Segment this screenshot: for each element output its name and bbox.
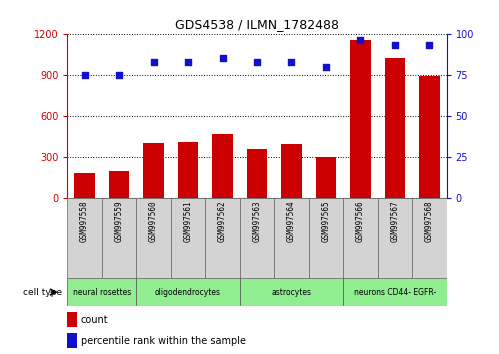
Bar xyxy=(212,134,233,198)
Text: count: count xyxy=(81,315,108,325)
Point xyxy=(391,42,399,48)
Text: neurons CD44- EGFR-: neurons CD44- EGFR- xyxy=(354,287,436,297)
Text: GSM997565: GSM997565 xyxy=(321,201,330,242)
Text: GSM997568: GSM997568 xyxy=(425,201,434,242)
Text: astrocytes: astrocytes xyxy=(271,287,311,297)
Text: GSM997567: GSM997567 xyxy=(390,201,399,242)
Point xyxy=(425,42,433,48)
Bar xyxy=(67,312,77,327)
Bar xyxy=(240,198,274,278)
Text: GSM997564: GSM997564 xyxy=(287,201,296,242)
Text: cell type: cell type xyxy=(23,287,62,297)
Bar xyxy=(247,149,267,198)
Bar xyxy=(171,198,205,278)
Bar xyxy=(281,144,302,198)
Bar xyxy=(419,76,440,198)
Bar xyxy=(178,142,199,198)
Text: GSM997560: GSM997560 xyxy=(149,201,158,242)
Text: GSM997561: GSM997561 xyxy=(184,201,193,242)
Bar xyxy=(136,198,171,278)
Point xyxy=(322,64,330,69)
Text: GSM997558: GSM997558 xyxy=(80,201,89,242)
Bar xyxy=(385,58,405,198)
Bar xyxy=(205,198,240,278)
Point xyxy=(150,59,158,64)
Point xyxy=(81,72,89,78)
Text: GSM997559: GSM997559 xyxy=(115,201,124,242)
Bar xyxy=(412,198,447,278)
Point xyxy=(253,59,261,64)
Bar xyxy=(240,278,343,306)
Point xyxy=(287,59,295,64)
Title: GDS4538 / ILMN_1782488: GDS4538 / ILMN_1782488 xyxy=(175,18,339,31)
Point xyxy=(219,56,227,61)
Bar xyxy=(350,40,371,198)
Bar xyxy=(309,198,343,278)
Bar xyxy=(274,198,309,278)
Bar xyxy=(343,278,447,306)
Bar xyxy=(74,173,95,198)
Text: GSM997563: GSM997563 xyxy=(252,201,261,242)
Point xyxy=(356,38,364,43)
Text: neural rosettes: neural rosettes xyxy=(73,287,131,297)
Text: percentile rank within the sample: percentile rank within the sample xyxy=(81,336,246,346)
Text: GSM997562: GSM997562 xyxy=(218,201,227,242)
Point xyxy=(184,59,192,64)
Bar xyxy=(67,278,136,306)
Text: oligodendrocytes: oligodendrocytes xyxy=(155,287,221,297)
Bar xyxy=(67,333,77,348)
Text: GSM997566: GSM997566 xyxy=(356,201,365,242)
Bar xyxy=(315,157,336,198)
Bar xyxy=(143,143,164,198)
Point xyxy=(115,72,123,78)
Bar xyxy=(378,198,412,278)
Bar xyxy=(136,278,240,306)
Bar xyxy=(67,198,102,278)
Bar xyxy=(109,171,129,198)
Bar xyxy=(102,198,136,278)
Bar xyxy=(343,198,378,278)
